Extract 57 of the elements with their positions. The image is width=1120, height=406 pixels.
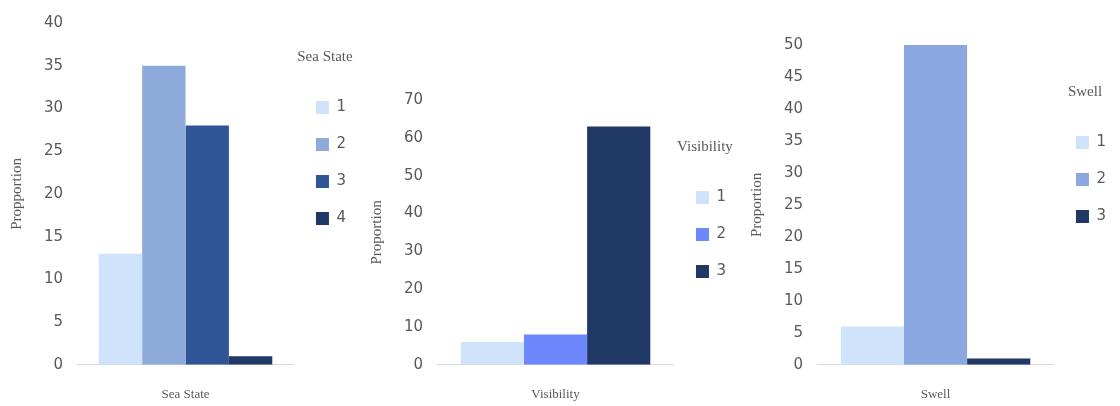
y-tick-label: 40 [43,12,64,31]
bar [840,326,904,365]
bar [460,342,524,365]
legend-label: 3 [336,171,346,190]
y-tick-label: 30 [783,162,804,181]
bar [903,45,968,365]
y-tick-label: 20 [783,226,804,245]
y-tick-label: 5 [53,311,64,330]
y-tick-label: 5 [793,322,804,341]
y-tick-label: 40 [403,203,424,222]
legend-label: 1 [1096,132,1106,151]
y-axis-title: Propportion [7,157,24,230]
bar [587,126,651,365]
y-tick-label: 35 [43,55,64,74]
legend-title: Visibility [677,138,734,155]
bar [523,334,588,365]
legend-title: Sea State [297,48,354,65]
x-axis-title: Visibility [531,385,581,401]
y-tick-label: 10 [43,269,64,288]
y-tick-label: 50 [783,34,804,53]
y-tick-label: 0 [793,354,804,373]
y-tick-label: 25 [783,194,804,213]
y-tick-label: 60 [403,127,424,146]
legend-label: 3 [716,261,726,280]
bar [228,356,273,365]
y-tick-label: 20 [43,183,64,202]
y-tick-label: 30 [403,241,424,260]
y-tick-label: 20 [403,279,424,298]
legend-label: 4 [336,208,346,227]
y-tick-label: 0 [53,354,64,373]
bar [142,65,186,365]
bar [185,125,229,365]
y-tick-label: 45 [783,66,804,85]
x-axis-title: Swell [920,385,951,401]
legend-label: 2 [336,134,346,153]
x-axis-title: Sea State [161,385,210,401]
y-tick-label: 40 [783,98,804,117]
legend-label: 1 [716,187,726,206]
y-axis-title: Proportion [367,199,384,265]
y-tick-label: 10 [783,290,804,309]
y-axis-title: Proportion [747,172,764,237]
y-tick-label: 25 [43,141,64,160]
y-tick-label: 15 [783,258,804,277]
y-tick-label: 0 [413,354,424,373]
legend-label: 1 [336,97,346,116]
legend-label: 2 [716,224,726,243]
bar [98,253,143,365]
y-tick-label: 30 [43,98,64,117]
legend-label: 2 [1096,169,1106,188]
bar [967,358,1031,365]
legend-label: 3 [1096,206,1106,225]
legend-title: Swell [1067,83,1103,100]
y-tick-label: 35 [783,130,804,149]
y-tick-label: 10 [403,316,424,335]
y-tick-label: 15 [43,226,64,245]
y-tick-label: 70 [403,89,424,108]
y-tick-label: 50 [403,165,424,184]
